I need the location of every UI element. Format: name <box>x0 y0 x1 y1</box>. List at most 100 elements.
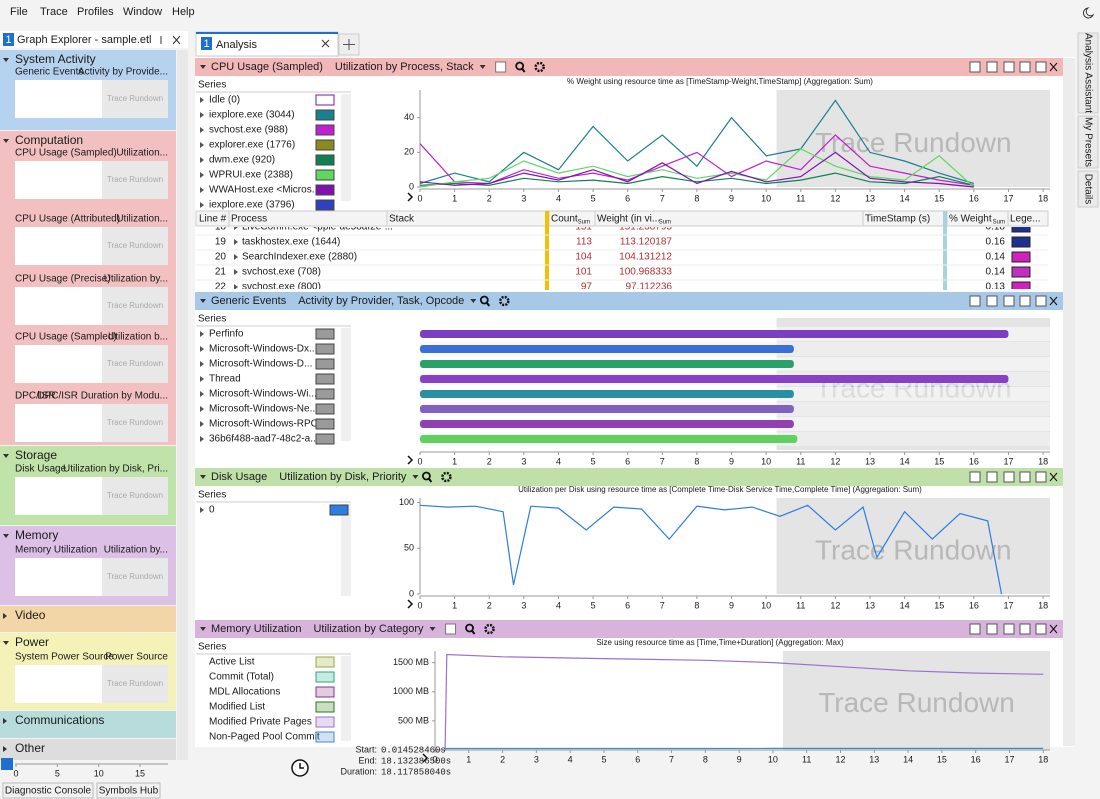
expander[interactable] <box>470 299 477 303</box>
expander[interactable] <box>3 746 7 752</box>
graph-name[interactable]: CPU Usage (Sampled) <box>15 332 117 343</box>
timeline-arrow[interactable] <box>407 192 414 202</box>
legend-entry[interactable]: dwm.exe (920) <box>209 155 275 166</box>
legend-entry[interactable]: iexplore.exe (3044) <box>209 110 295 121</box>
view-button[interactable] <box>986 61 998 73</box>
legend-entry[interactable]: Microsoft-Windows-Dx... <box>209 344 317 355</box>
expander[interactable] <box>200 299 206 303</box>
menu-item[interactable]: Profiles <box>77 6 114 18</box>
expander[interactable] <box>200 202 204 208</box>
group-title[interactable]: Storage <box>15 448 57 462</box>
table-toggle[interactable] <box>445 623 457 635</box>
group-title[interactable]: Memory <box>15 528 58 542</box>
expander[interactable] <box>200 112 204 118</box>
timeline-arrow[interactable] <box>407 599 414 609</box>
graph-name[interactable]: CPU Usage (Sampled) <box>211 61 323 73</box>
expander[interactable] <box>200 157 204 163</box>
legend-entry[interactable]: 0 <box>209 505 215 516</box>
menu-item[interactable]: File <box>10 6 28 18</box>
column-header[interactable]: % Weight <box>949 214 992 225</box>
expander[interactable] <box>200 391 204 397</box>
timeline-arrow[interactable] <box>422 753 429 763</box>
view-button[interactable] <box>1035 61 1047 73</box>
view-button[interactable] <box>969 295 981 307</box>
expander[interactable] <box>200 627 206 631</box>
graph-name[interactable]: Generic Events <box>15 67 83 78</box>
menu-item[interactable]: Trace <box>40 6 68 18</box>
expander[interactable] <box>3 718 7 724</box>
view-button[interactable] <box>986 295 998 307</box>
expander[interactable] <box>3 139 9 143</box>
footer-button[interactable] <box>2 782 94 799</box>
expander[interactable] <box>200 436 204 442</box>
view-button[interactable] <box>1003 623 1015 635</box>
view-button[interactable] <box>1035 295 1047 307</box>
column-header[interactable]: Process <box>231 214 267 225</box>
view-button[interactable] <box>969 623 981 635</box>
settings-icon[interactable] <box>484 623 495 635</box>
legend-entry[interactable]: Microsoft-Windows-D... <box>209 359 312 370</box>
side-tab[interactable] <box>1077 32 1099 114</box>
graph-name[interactable]: CPU Usage (Attributed) <box>15 214 120 225</box>
legend-entry[interactable]: Modified List <box>209 702 265 713</box>
expander[interactable] <box>479 65 486 69</box>
expander[interactable] <box>200 361 204 367</box>
menu-item[interactable]: Window <box>123 6 162 18</box>
preset-selector[interactable]: Utilization by Category <box>313 623 424 635</box>
graph-name[interactable]: Memory Utilization <box>15 545 97 556</box>
graph-name[interactable]: Generic Events <box>211 295 287 307</box>
legend-entry[interactable]: WPRUI.exe (2388) <box>209 170 293 181</box>
graph-name[interactable]: System Power Source <box>15 652 114 663</box>
column-header[interactable]: Count <box>551 214 578 225</box>
legend-entry[interactable]: Microsoft-Windows-RPC <box>209 419 318 430</box>
search-icon[interactable] <box>465 623 474 633</box>
process-name[interactable]: taskhostex.exe (1644) <box>242 237 340 248</box>
legend-entry[interactable]: Perfinfo <box>209 329 244 340</box>
side-tab[interactable] <box>1077 115 1099 169</box>
legend-entry[interactable]: Microsoft-Windows-Ne... <box>209 404 318 415</box>
expander[interactable] <box>200 187 204 193</box>
process-name[interactable]: svchost.exe (800) <box>242 282 321 293</box>
legend-entry[interactable]: 36b6f488-aad7-48c2-a... <box>209 434 319 445</box>
legend-entry[interactable]: Commit (Total) <box>209 672 274 683</box>
legend-entry[interactable]: svchost.exe (988) <box>209 125 288 136</box>
footer-button[interactable] <box>96 782 161 799</box>
legend-entry[interactable]: WWAHost.exe <Micros... <box>209 185 320 196</box>
view-button[interactable] <box>1019 623 1031 635</box>
expander[interactable] <box>3 613 7 619</box>
expander[interactable] <box>3 454 9 458</box>
view-button[interactable] <box>969 471 981 483</box>
expander[interactable] <box>200 331 204 337</box>
view-button[interactable] <box>986 471 998 483</box>
view-button[interactable] <box>1003 61 1015 73</box>
preset-selector[interactable]: Utilization by Process, Stack <box>335 61 474 73</box>
legend-entry[interactable]: iexplore.exe (3796) <box>209 200 295 211</box>
menu-item[interactable]: Help <box>172 6 195 18</box>
view-button[interactable] <box>1019 471 1031 483</box>
process-name[interactable]: LiveComm.exe <ppie-ae58af2e-... <box>242 222 393 233</box>
search-icon[interactable] <box>479 295 489 305</box>
group-title[interactable]: Video <box>15 608 46 622</box>
expander[interactable] <box>200 127 204 133</box>
view-button[interactable] <box>1019 295 1031 307</box>
view-button[interactable] <box>1003 295 1015 307</box>
preset-selector[interactable]: Activity by Provider, Task, Opcode <box>298 295 464 307</box>
side-tab-label[interactable]: My Presets <box>1082 117 1093 167</box>
expander[interactable] <box>3 641 9 645</box>
preset-selector[interactable]: Utilization by Disk, Priority <box>279 471 407 483</box>
view-button[interactable] <box>969 61 981 73</box>
expander[interactable] <box>200 475 206 479</box>
expander[interactable] <box>200 65 206 69</box>
legend-entry[interactable]: MDL Allocations <box>209 687 280 698</box>
expander[interactable] <box>200 507 204 513</box>
column-header[interactable]: Line # <box>199 214 227 225</box>
legend-entry[interactable]: Modified Private Pages <box>209 717 312 728</box>
group-title[interactable]: Power <box>15 635 49 649</box>
group-title[interactable]: Computation <box>15 133 83 147</box>
expander[interactable] <box>200 142 204 148</box>
expander[interactable] <box>200 346 204 352</box>
group-title[interactable]: Other <box>15 741 45 755</box>
view-button[interactable] <box>1019 61 1031 73</box>
settings-icon[interactable] <box>534 61 545 73</box>
legend-entry[interactable]: Microsoft-Windows-Wi... <box>209 389 317 400</box>
